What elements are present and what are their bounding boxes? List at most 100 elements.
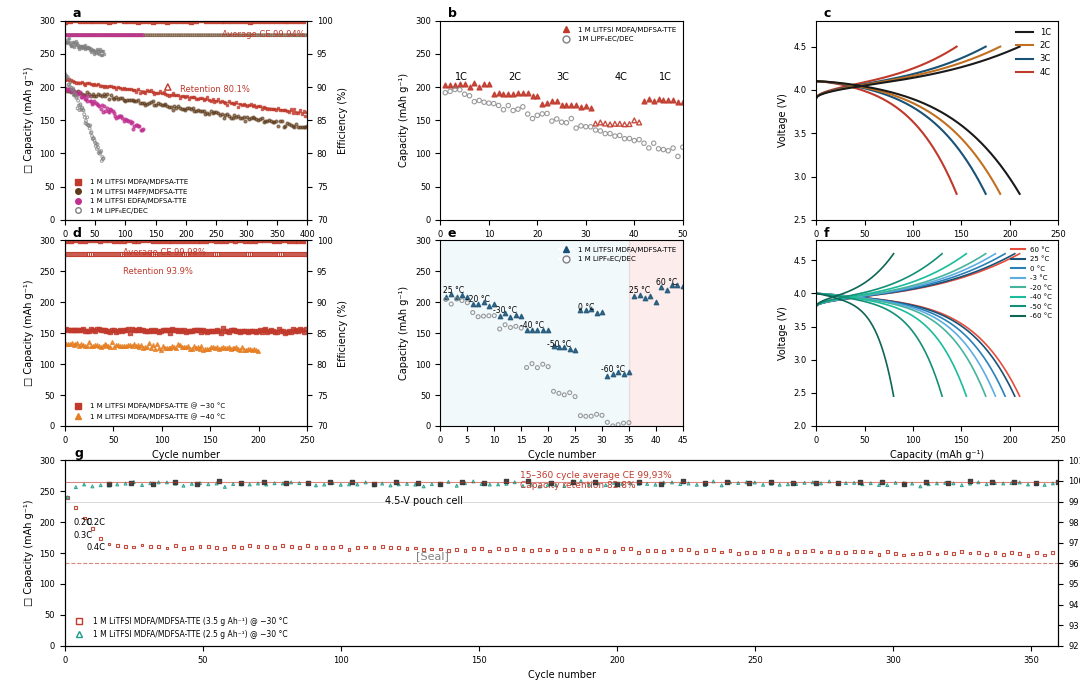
3C — [914, 108, 927, 116]
Point — [109, 111, 126, 122]
Point — [106, 93, 123, 104]
Point — [63, 30, 80, 41]
Point — [80, 91, 97, 102]
-40 °C — [946, 359, 959, 367]
Point — [255, 249, 272, 260]
Point — [82, 249, 99, 260]
Point — [281, 118, 298, 129]
Point — [118, 249, 135, 260]
Point — [940, 477, 957, 488]
Point — [133, 98, 150, 109]
Point — [233, 112, 251, 123]
Point — [73, 88, 91, 99]
Point — [242, 30, 259, 41]
Point — [79, 30, 96, 41]
Point — [60, 36, 78, 47]
Point — [260, 249, 278, 260]
Point — [119, 30, 136, 41]
Point — [486, 310, 503, 321]
Point — [257, 249, 274, 260]
Point — [244, 30, 261, 41]
3C — [953, 146, 966, 154]
Point — [459, 297, 476, 308]
Point — [140, 338, 158, 349]
Point — [117, 30, 134, 41]
Point — [440, 545, 457, 556]
Point — [399, 478, 416, 489]
0 °C — [810, 289, 823, 297]
Point — [84, 133, 102, 144]
1C — [934, 108, 947, 116]
Point — [242, 113, 259, 124]
Point — [75, 30, 92, 41]
Point — [582, 304, 599, 315]
Point — [95, 49, 112, 60]
Point — [1011, 548, 1028, 559]
Point — [114, 115, 132, 126]
Point — [87, 141, 105, 152]
Point — [70, 100, 87, 111]
Point — [231, 345, 248, 356]
Point — [67, 325, 84, 336]
Point — [102, 249, 119, 260]
3C — [910, 106, 923, 114]
1C — [930, 105, 943, 113]
-3 °C — [961, 342, 974, 350]
Point — [258, 30, 275, 41]
-3 °C — [989, 392, 1002, 401]
Point — [266, 235, 283, 246]
Point — [611, 118, 629, 129]
-50 °C — [885, 308, 897, 316]
Point — [70, 41, 87, 52]
Point — [106, 30, 123, 41]
Point — [116, 249, 133, 260]
Point — [64, 37, 81, 48]
Point — [91, 235, 108, 246]
Point — [85, 78, 103, 89]
Text: c: c — [823, 7, 831, 20]
Point — [281, 106, 298, 117]
Point — [497, 308, 514, 319]
Point — [64, 84, 81, 95]
Point — [84, 80, 102, 91]
Point — [680, 544, 698, 555]
Point — [564, 543, 581, 554]
Point — [80, 249, 97, 260]
Point — [917, 477, 934, 488]
Point — [103, 80, 120, 91]
Point — [226, 30, 243, 41]
Point — [164, 88, 181, 99]
Point — [224, 343, 241, 354]
Point — [243, 249, 260, 260]
Point — [543, 115, 561, 126]
Point — [72, 99, 90, 110]
Point — [297, 110, 314, 121]
Point — [80, 30, 97, 41]
Point — [120, 115, 137, 126]
Point — [93, 80, 110, 91]
Point — [237, 115, 254, 126]
Point — [124, 85, 141, 95]
1C — [994, 161, 1007, 170]
Point — [92, 30, 109, 41]
Point — [464, 298, 482, 309]
Point — [481, 311, 498, 322]
Point — [540, 361, 557, 372]
Point — [762, 545, 780, 556]
Point — [755, 546, 772, 557]
-3 °C — [810, 289, 823, 297]
Point — [89, 144, 106, 155]
Point — [286, 249, 303, 260]
Point — [197, 344, 214, 354]
Point — [110, 111, 127, 122]
Point — [106, 324, 123, 335]
Point — [75, 78, 92, 89]
Point — [280, 326, 297, 337]
Point — [485, 89, 502, 100]
Point — [126, 95, 144, 106]
Point — [149, 235, 166, 246]
Point — [62, 77, 79, 88]
Point — [296, 326, 313, 337]
Point — [611, 130, 629, 141]
Point — [475, 311, 492, 322]
